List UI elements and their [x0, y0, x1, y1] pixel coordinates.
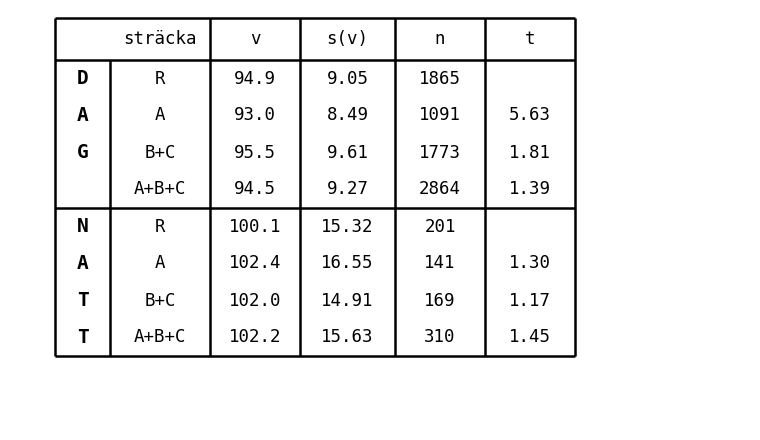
Text: B+C: B+C	[144, 291, 176, 309]
Text: 5.63: 5.63	[509, 106, 551, 125]
Text: A: A	[155, 254, 165, 272]
Text: 94.9: 94.9	[234, 70, 276, 88]
Text: 94.5: 94.5	[234, 180, 276, 198]
Text: 1.30: 1.30	[509, 254, 551, 272]
Text: T: T	[77, 328, 88, 347]
Text: A+B+C: A+B+C	[134, 329, 186, 346]
Text: 169: 169	[424, 291, 456, 309]
Text: t: t	[524, 30, 535, 48]
Text: B+C: B+C	[144, 143, 176, 161]
Text: R: R	[155, 70, 165, 88]
Text: 93.0: 93.0	[234, 106, 276, 125]
Text: 15.63: 15.63	[321, 329, 374, 346]
Text: 1.81: 1.81	[509, 143, 551, 161]
Text: 9.05: 9.05	[327, 70, 369, 88]
Text: 310: 310	[424, 329, 456, 346]
Text: 201: 201	[424, 217, 456, 235]
Text: 15.32: 15.32	[321, 217, 374, 235]
Text: 14.91: 14.91	[321, 291, 374, 309]
Text: A+B+C: A+B+C	[134, 180, 186, 198]
Text: D: D	[77, 69, 88, 88]
Text: R: R	[155, 217, 165, 235]
Text: s(v): s(v)	[327, 30, 369, 48]
Text: 1.39: 1.39	[509, 180, 551, 198]
Text: 100.1: 100.1	[229, 217, 281, 235]
Text: N: N	[77, 217, 88, 236]
Text: 95.5: 95.5	[234, 143, 276, 161]
Text: 1.17: 1.17	[509, 291, 551, 309]
Text: G: G	[77, 143, 88, 162]
Text: T: T	[77, 291, 88, 310]
Text: 8.49: 8.49	[327, 106, 369, 125]
Text: 141: 141	[424, 254, 456, 272]
Text: v: v	[250, 30, 260, 48]
Text: 1.45: 1.45	[509, 329, 551, 346]
Text: 1091: 1091	[419, 106, 461, 125]
Text: 2864: 2864	[419, 180, 461, 198]
Text: 16.55: 16.55	[321, 254, 374, 272]
Text: 102.0: 102.0	[229, 291, 281, 309]
Text: A: A	[155, 106, 165, 125]
Text: n: n	[435, 30, 445, 48]
Text: A: A	[77, 106, 88, 125]
Text: 1865: 1865	[419, 70, 461, 88]
Text: 9.61: 9.61	[327, 143, 369, 161]
Text: 102.2: 102.2	[229, 329, 281, 346]
Text: 102.4: 102.4	[229, 254, 281, 272]
Text: sträcka: sträcka	[123, 30, 197, 48]
Text: A: A	[77, 254, 88, 273]
Text: 9.27: 9.27	[327, 180, 369, 198]
Text: 1773: 1773	[419, 143, 461, 161]
